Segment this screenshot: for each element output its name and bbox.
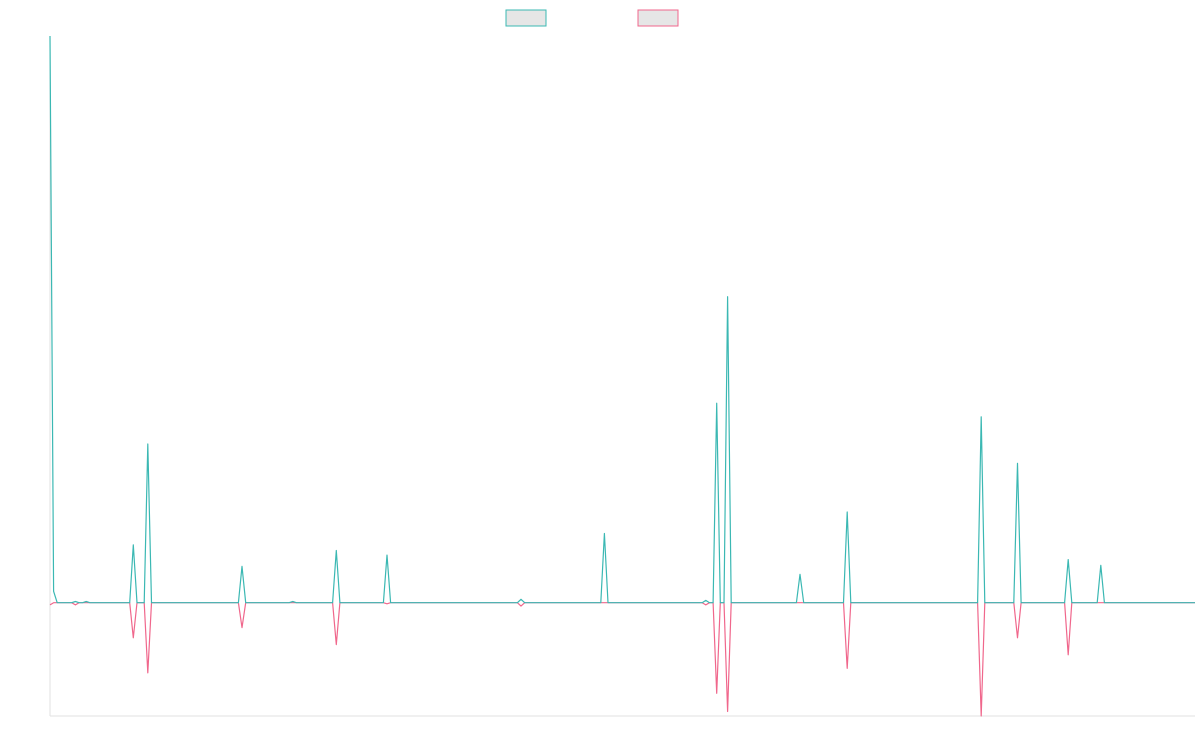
series-line-1 bbox=[49, 35, 1195, 604]
legend-swatch-2 bbox=[637, 9, 679, 27]
legend[interactable] bbox=[505, 9, 679, 27]
legend-item-2[interactable] bbox=[637, 9, 679, 27]
legend-swatch-1 bbox=[505, 9, 547, 27]
legend-item-1[interactable] bbox=[505, 9, 547, 27]
plot-area bbox=[49, 35, 1195, 717]
series-line-2 bbox=[49, 602, 1195, 717]
axes bbox=[49, 36, 1195, 717]
